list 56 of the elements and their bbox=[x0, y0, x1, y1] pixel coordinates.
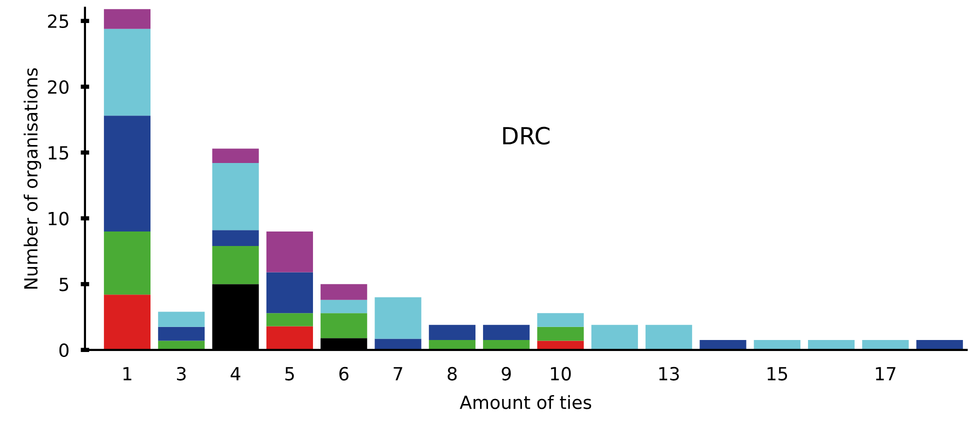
bar bbox=[591, 324, 638, 350]
y-tick-label: 15 bbox=[48, 146, 68, 160]
x-tick-label: 15 bbox=[768, 367, 788, 381]
bar bbox=[104, 28, 151, 116]
annotation: DRC bbox=[503, 126, 550, 145]
x-axis-title: Amount of ties bbox=[460, 395, 592, 410]
bar bbox=[212, 246, 259, 284]
bar bbox=[537, 313, 584, 327]
y-tick-label: 5 bbox=[60, 278, 68, 292]
bar bbox=[374, 297, 422, 339]
y-tick-label: 20 bbox=[48, 80, 68, 94]
bar bbox=[158, 312, 205, 327]
x-tick-label: 8 bbox=[448, 366, 457, 381]
bar bbox=[808, 340, 855, 350]
x-tick-label: 7 bbox=[394, 367, 402, 380]
y-tick-label: 0 bbox=[59, 343, 68, 358]
y-tick-label: 25 bbox=[48, 14, 68, 28]
bar bbox=[104, 9, 151, 29]
bar bbox=[104, 294, 151, 350]
bar bbox=[104, 116, 151, 232]
x-tick-label: 5 bbox=[285, 367, 294, 381]
bar bbox=[537, 326, 584, 341]
x-tick-label: 10 bbox=[550, 366, 571, 381]
bar bbox=[320, 284, 368, 300]
bar bbox=[428, 340, 476, 350]
bar bbox=[700, 340, 746, 350]
y-tick-label: 10 bbox=[48, 212, 68, 226]
bar bbox=[916, 340, 963, 350]
bar bbox=[483, 340, 530, 350]
x-tick-label: 4 bbox=[230, 367, 240, 380]
x-tick-label: 3 bbox=[177, 366, 186, 381]
bar bbox=[266, 326, 313, 350]
bar bbox=[266, 313, 313, 326]
bar bbox=[266, 231, 313, 272]
bar bbox=[266, 272, 313, 314]
y-axis-title: Number of organisations bbox=[24, 68, 42, 289]
bar bbox=[212, 148, 259, 164]
bar bbox=[537, 340, 584, 350]
x-tick-label: 9 bbox=[502, 366, 511, 381]
bar bbox=[754, 340, 800, 350]
bar bbox=[104, 231, 151, 295]
bar bbox=[320, 300, 368, 314]
bar bbox=[483, 324, 530, 340]
x-tick-label: 1 bbox=[123, 367, 132, 380]
x-tick-label: 6 bbox=[339, 366, 348, 381]
bar bbox=[374, 338, 422, 350]
bar bbox=[428, 324, 476, 340]
bar bbox=[212, 163, 259, 230]
bar bbox=[212, 230, 259, 246]
bar bbox=[158, 340, 205, 350]
bar bbox=[158, 326, 205, 341]
bar bbox=[646, 324, 692, 350]
bar bbox=[862, 340, 909, 350]
x-tick-label: 17 bbox=[876, 367, 896, 380]
x-tick-label: 13 bbox=[659, 366, 679, 381]
bar bbox=[320, 313, 368, 338]
